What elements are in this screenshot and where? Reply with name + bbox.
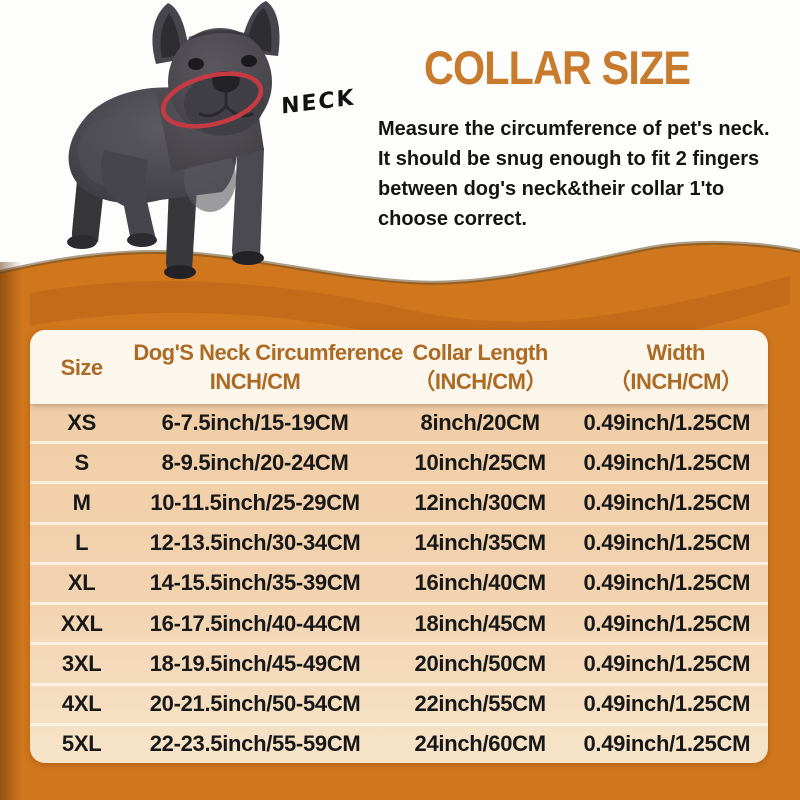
cell-size: XS	[67, 409, 97, 435]
cell-neck: 10-11.5inch/25-29CM	[150, 490, 360, 516]
size-chart-panel: Size Dog'S Neck Circumference INCH/CM Co…	[30, 330, 768, 763]
cell-length: 10inch/25CM	[414, 449, 547, 475]
cell-width: 0.49inch/1.25CM	[583, 490, 751, 516]
cell-length: 8inch/20CM	[420, 409, 541, 435]
cell-length: 14inch/35CM	[414, 530, 547, 556]
table-row: XL 14-15.5inch/35-39CM 16inch/40CM 0.49i…	[30, 561, 768, 602]
header-cell-collar-length: Collar Length （INCH/CM）	[412, 340, 549, 394]
description-text: Measure the circumference of pet's neck.…	[378, 118, 770, 230]
cell-neck: 18-19.5inch/45-49CM	[149, 650, 361, 676]
cell-size: 4XL	[61, 691, 102, 717]
table-body: XS 6-7.5inch/15-19CM 8inch/20CM 0.49inch…	[30, 404, 768, 763]
header-cell-size: Size	[60, 354, 104, 380]
cell-length: 20inch/50CM	[414, 650, 547, 676]
table-row: M 10-11.5inch/25-29CM 12inch/30CM 0.49in…	[30, 481, 768, 521]
header-cell-neck-circumference: Dog'S Neck Circumference INCH/CM	[133, 340, 403, 394]
neck-measure-circle	[160, 71, 264, 129]
table-row: S 8-9.5inch/20-24CM 10inch/25CM 0.49inch…	[30, 441, 768, 481]
cell-neck: 20-21.5inch/50-54CM	[149, 691, 361, 717]
table-row: 4XL 20-21.5inch/50-54CM 22inch/55CM 0.49…	[30, 682, 768, 723]
cell-size: 5XL	[61, 731, 102, 757]
cell-length: 24inch/60CM	[414, 731, 547, 757]
cell-size: XXL	[60, 610, 103, 636]
cell-size: XL	[67, 570, 96, 596]
cell-size: 3XL	[61, 650, 102, 676]
cell-width: 0.49inch/1.25CM	[583, 530, 751, 556]
page-title: COLLAR SIZE	[424, 41, 691, 94]
header-cell-width: Width （INCH/CM）	[608, 340, 743, 394]
cell-width: 0.49inch/1.25CM	[583, 731, 751, 757]
cell-size: L	[75, 530, 89, 556]
cell-width: 0.49inch/1.25CM	[583, 570, 751, 596]
cell-length: 12inch/30CM	[414, 490, 547, 516]
table-header-row: Size Dog'S Neck Circumference INCH/CM Co…	[30, 330, 768, 404]
cell-width: 0.49inch/1.25CM	[583, 449, 751, 475]
cell-length: 18inch/45CM	[414, 610, 547, 636]
cell-size: M	[72, 490, 91, 516]
cell-width: 0.49inch/1.25CM	[583, 409, 751, 435]
table-row: 5XL 22-23.5inch/55-59CM 24inch/60CM 0.49…	[30, 722, 768, 763]
table-row: 3XL 18-19.5inch/45-49CM 20inch/50CM 0.49…	[30, 642, 768, 682]
cell-width: 0.49inch/1.25CM	[583, 650, 751, 676]
table-row: XXL 16-17.5inch/40-44CM 18inch/45CM 0.49…	[30, 602, 768, 642]
cell-neck: 14-15.5inch/35-39CM	[149, 570, 361, 596]
cell-size: S	[74, 449, 89, 475]
cell-neck: 8-9.5inch/20-24CM	[161, 449, 349, 475]
table-row: XS 6-7.5inch/15-19CM 8inch/20CM 0.49inch…	[30, 404, 768, 441]
cell-width: 0.49inch/1.25CM	[583, 610, 751, 636]
cell-length: 16inch/40CM	[414, 570, 547, 596]
dog-photo	[67, 1, 280, 279]
cell-neck: 12-13.5inch/30-34CM	[149, 530, 361, 556]
cell-neck: 16-17.5inch/40-44CM	[149, 610, 361, 636]
table-row: L 12-13.5inch/30-34CM 14inch/35CM 0.49in…	[30, 521, 768, 562]
cell-length: 22inch/55CM	[414, 691, 547, 717]
cell-neck: 6-7.5inch/15-19CM	[161, 409, 349, 435]
cell-neck: 22-23.5inch/55-59CM	[149, 731, 361, 757]
cell-width: 0.49inch/1.25CM	[583, 691, 751, 717]
